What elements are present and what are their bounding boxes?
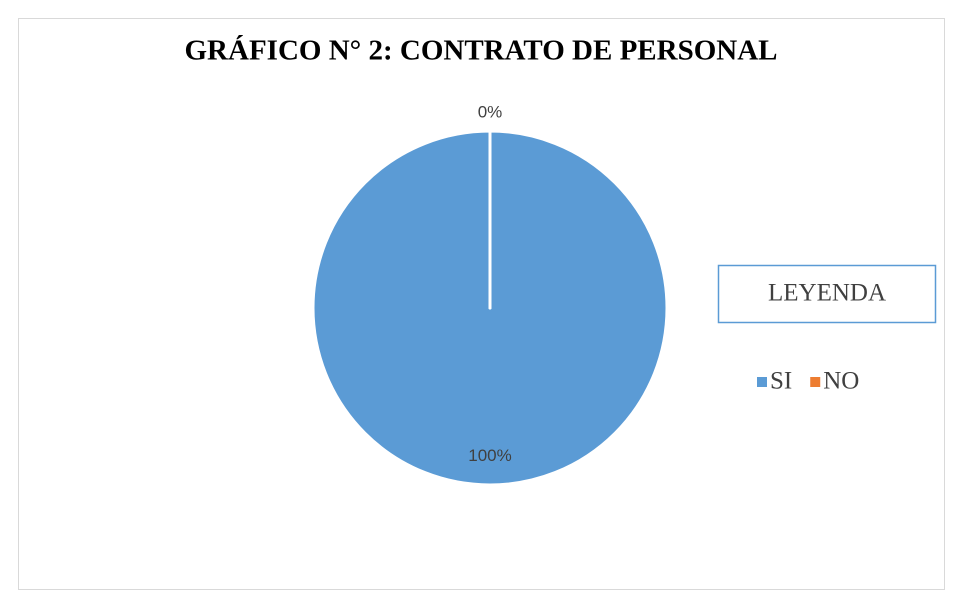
legend-title: LEYENDA <box>768 280 886 307</box>
legend-label: NO <box>823 368 859 395</box>
legend-swatch <box>810 377 821 387</box>
chart-title: GRÁFICO N° 2: CONTRATO DE PERSONAL <box>185 34 778 67</box>
data-label: 0% <box>478 102 503 121</box>
legend-label: SI <box>770 368 792 395</box>
legend-swatch <box>757 377 767 387</box>
data-label: 100% <box>468 446 511 465</box>
legend-title-box <box>717 264 937 324</box>
